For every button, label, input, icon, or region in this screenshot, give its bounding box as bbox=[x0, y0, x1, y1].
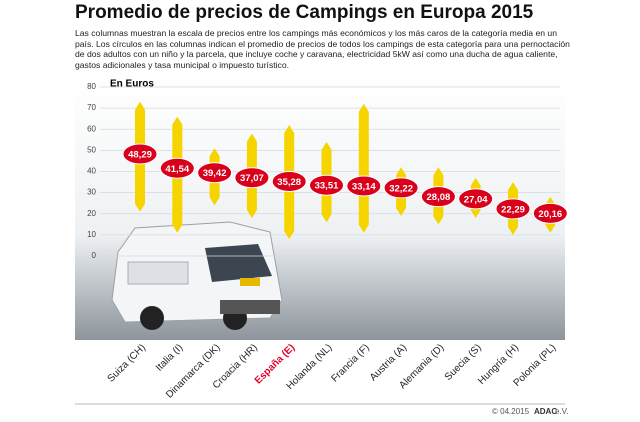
y-tick-label: 70 bbox=[87, 103, 96, 112]
average-marker bbox=[495, 198, 531, 220]
x-tick-label: Francia (F) bbox=[329, 342, 371, 384]
average-marker bbox=[122, 143, 158, 165]
value-label: 37,07 bbox=[240, 173, 264, 184]
footer-suffix: e.V. bbox=[555, 407, 569, 416]
value-label: 48,29 bbox=[128, 150, 152, 161]
value-label: 22,29 bbox=[501, 204, 525, 215]
value-label: 33,51 bbox=[315, 181, 339, 192]
camper bbox=[111, 221, 283, 330]
y-tick-label: 30 bbox=[87, 188, 96, 197]
value-label: 28,08 bbox=[427, 192, 451, 203]
average-marker bbox=[532, 202, 568, 224]
average-marker bbox=[458, 188, 494, 210]
y-tick-label: 50 bbox=[87, 145, 96, 154]
y-tick-label: 10 bbox=[87, 230, 96, 239]
y-tick-label: 60 bbox=[87, 124, 96, 133]
y-tick-label: 40 bbox=[87, 167, 96, 176]
value-label: 39,42 bbox=[203, 168, 227, 179]
value-label: 41,54 bbox=[165, 164, 189, 175]
range-bar bbox=[358, 103, 369, 233]
average-marker bbox=[159, 157, 195, 179]
average-marker bbox=[271, 170, 307, 192]
chart-subtitle: Las columnas muestran la escala de preci… bbox=[75, 28, 570, 70]
value-label: 27,04 bbox=[464, 194, 488, 205]
average-marker bbox=[197, 162, 233, 184]
average-marker bbox=[420, 186, 456, 208]
footer-date: © 04.2015 bbox=[492, 407, 530, 416]
footer-brand: ADAC bbox=[534, 407, 557, 416]
value-label: 32,22 bbox=[389, 183, 413, 194]
average-marker bbox=[234, 167, 270, 189]
y-tick-label: 80 bbox=[87, 82, 96, 91]
value-label: 33,14 bbox=[352, 182, 376, 193]
y-tick-label: 0 bbox=[92, 251, 97, 260]
average-marker bbox=[383, 177, 419, 199]
average-marker bbox=[309, 174, 344, 196]
x-tick-label: Suiza (CH) bbox=[106, 342, 148, 384]
value-label: 20,16 bbox=[538, 209, 562, 220]
x-tick-label: Italia (I) bbox=[154, 342, 185, 373]
average-marker bbox=[346, 175, 382, 197]
chart-title: Promedio de precios de Campings en Europ… bbox=[75, 2, 534, 23]
value-label: 35,28 bbox=[277, 177, 301, 188]
y-axis-label: En Euros bbox=[110, 79, 154, 90]
y-tick-label: 20 bbox=[87, 209, 96, 218]
